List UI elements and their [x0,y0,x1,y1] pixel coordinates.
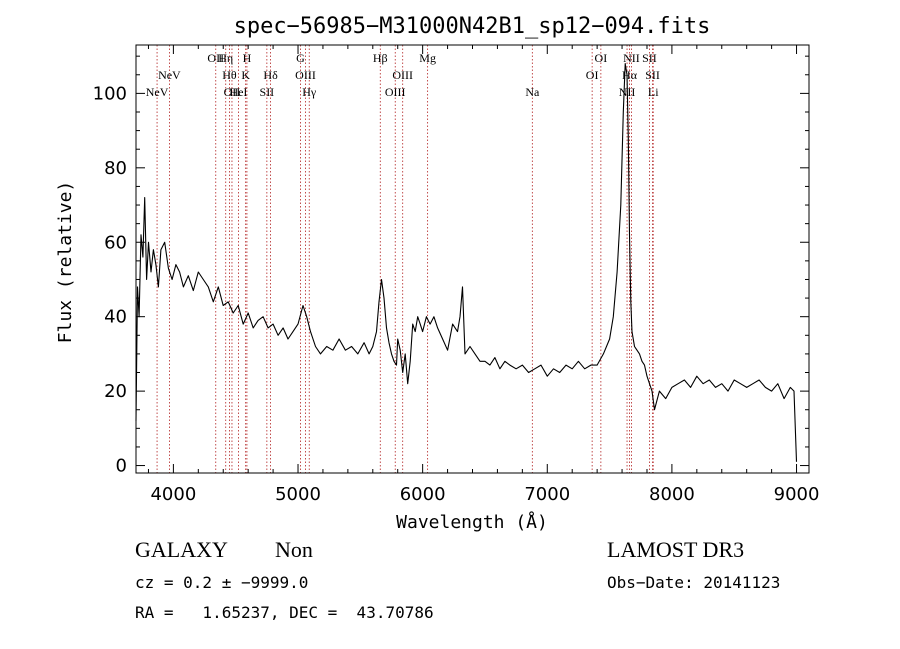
marker-label: Na [525,85,540,99]
x-tick-label: 7000 [524,484,570,505]
redshift-cz: cz = 0.2 ± −9999.0 [135,573,309,592]
marker-label: SII [645,68,660,82]
marker-label: OII [207,51,224,65]
x-tick-label: 6000 [400,484,446,505]
marker-label: OI [586,68,599,82]
x-axis: 4000 5000 6000 7000 8000 9000 [147,45,820,505]
marker-label: NeV [158,68,181,82]
spectrum-line [135,63,798,462]
marker-label: Hθ [222,68,237,82]
marker-label: NII [623,51,640,65]
marker-label: HeI [229,85,247,99]
y-axis-label: Flux (relative) [55,181,76,344]
marker-label: NeV [146,85,169,99]
marker-label: H [243,51,252,65]
object-subclass: Non [275,537,313,562]
marker-label: Hη [218,51,233,65]
marker-label: Li [648,85,659,99]
marker-label: Hγ [302,85,317,99]
y-axis: 0 20 40 60 80 100 [93,55,809,477]
marker-label: Mg [419,51,436,65]
plot-frame [135,44,810,474]
marker-label: G [296,51,305,65]
observation-date: Obs−Date: 20141123 [607,573,781,592]
chart-title: spec−56985−M31000N42B1_sp12−094.fits [234,14,711,39]
marker-label: SII [642,51,657,65]
x-axis-label: Wavelength (Å) [396,511,548,533]
x-tick-label: 8000 [649,484,695,505]
y-tick-label: 60 [104,232,127,253]
y-tick-label: 100 [93,83,127,104]
marker-label: Hδ [263,68,278,82]
survey-name: LAMOST DR3 [607,537,745,562]
object-class: GALAXY [135,537,228,562]
x-tick-label: 4000 [150,484,196,505]
x-tick-label: 5000 [275,484,321,505]
marker-label: OI [595,51,608,65]
marker-label: OIII [385,85,406,99]
marker-label: K [241,68,250,82]
y-tick-label: 20 [104,381,127,402]
marker-label: OII [224,85,241,99]
marker-label: SII [260,85,275,99]
emission-marker-labels: NeVNeVOIIHηHθOIIHeIHKSIIHδGOIIIHγHβOIIIO… [146,51,660,99]
marker-label: Hβ [373,51,388,65]
ra-dec-coordinates: RA = 1.65237, DEC = 43.70786 [135,603,434,622]
y-tick-label: 0 [116,456,127,477]
emission-marker-lines [156,45,654,473]
marker-label: OIII [392,68,413,82]
y-tick-label: 40 [104,307,127,328]
y-tick-label: 80 [104,158,127,179]
x-tick-label: 9000 [774,484,820,505]
marker-label: OIII [295,68,316,82]
